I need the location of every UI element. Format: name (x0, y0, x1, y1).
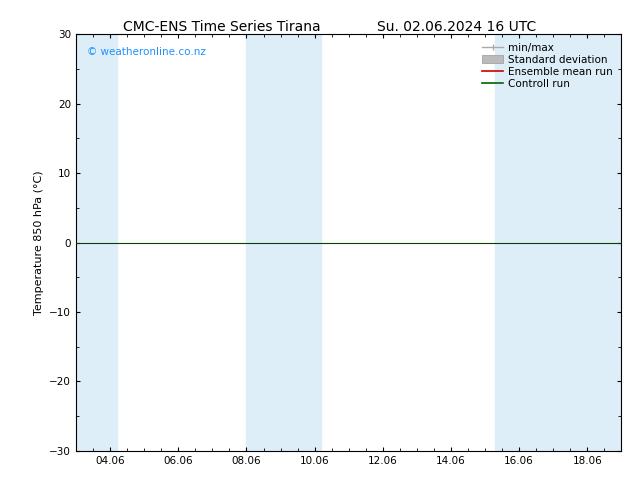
Text: Su. 02.06.2024 16 UTC: Su. 02.06.2024 16 UTC (377, 20, 536, 34)
Bar (495, 34, 621, 451)
Text: CMC-ENS Time Series Tirana: CMC-ENS Time Series Tirana (123, 20, 321, 34)
Bar (247, 34, 321, 451)
Text: © weatheronline.co.nz: © weatheronline.co.nz (87, 47, 206, 57)
Bar (76, 34, 117, 451)
Y-axis label: Temperature 850 hPa (°C): Temperature 850 hPa (°C) (34, 170, 44, 315)
Legend: min/max, Standard deviation, Ensemble mean run, Controll run: min/max, Standard deviation, Ensemble me… (479, 40, 616, 92)
